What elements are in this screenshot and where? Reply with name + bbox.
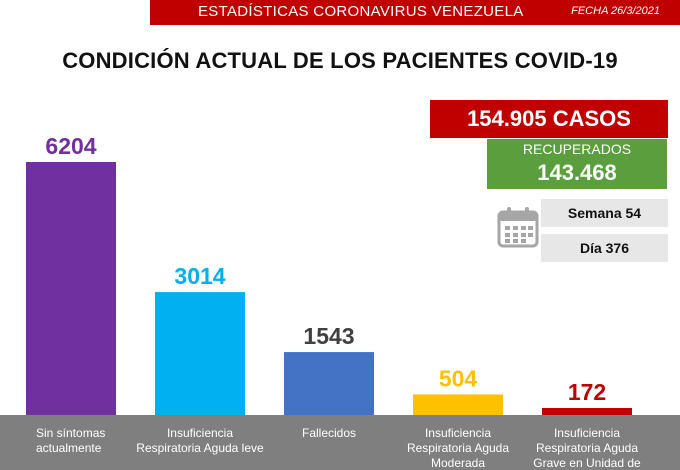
category-label: Insuficiencia [167,426,233,440]
category-label: Insuficiencia [554,426,620,440]
category-label: Respiratoria Aguda [536,441,638,455]
bar-4 [542,407,632,415]
bar-value-label: 172 [568,379,606,405]
category-label: actualmente [36,441,102,455]
category-band [0,415,680,470]
day-box: Día 376 [541,234,668,262]
week-box: Semana 54 [541,199,668,227]
recovered-box: RECUPERADOS 143.468 [487,139,667,189]
bar-value-label: 504 [439,365,478,391]
recovered-label: RECUPERADOS [522,141,632,157]
category-label: Respiratoria Aguda [407,441,509,455]
category-label: Insuficiencia [425,426,491,440]
chart-title: CONDICIÓN ACTUAL DE LOS PACIENTES COVID-… [62,48,618,73]
bar-2 [284,352,374,415]
header-date: FECHA 26/3/2021 [571,5,660,17]
category-label: Sin síntomas [36,426,105,440]
recovered-value: 143.468 [537,160,617,185]
bar-value-label: 6204 [45,133,96,159]
category-label: Moderada [431,456,485,470]
bar-3 [413,394,503,415]
header-title: ESTADÍSTICAS CORONAVIRUS VENEZUELA [198,3,524,20]
bar-0 [26,162,116,415]
calendar-icon [497,207,539,248]
bar-value-label: 1543 [303,323,354,349]
day-label: Día 376 [579,240,630,256]
total-cases: 154.905 CASOS [467,106,631,131]
total-cases-box: 154.905 CASOS [430,100,668,138]
category-label: Grave en Unidad de [533,456,641,470]
category-label: Respiratoria Aguda leve [136,441,264,455]
week-label: Semana 54 [567,205,642,221]
bar-1 [155,292,245,415]
bar-value-label: 3014 [174,263,225,289]
category-label: Fallecidos [302,426,356,440]
header-bar: ESTADÍSTICAS CORONAVIRUS VENEZUELA FECHA… [150,0,680,25]
